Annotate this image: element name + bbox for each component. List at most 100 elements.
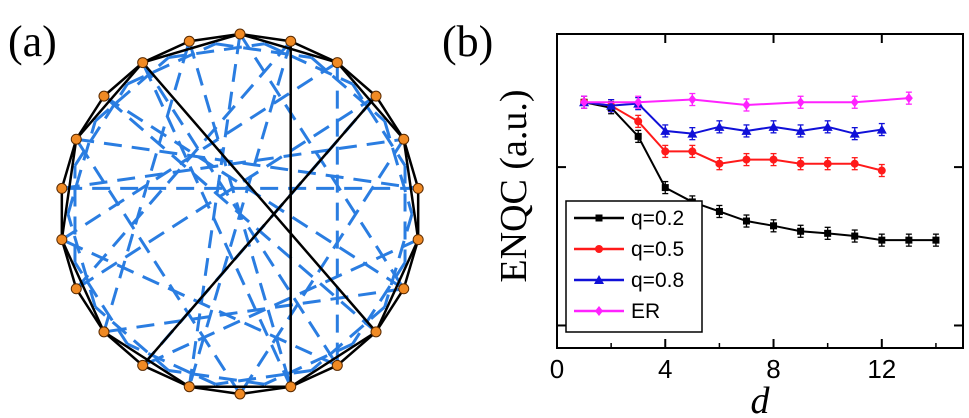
shortcut-edge [310,305,386,372]
network-node [56,182,68,194]
shortcut-edge [351,261,407,345]
x-tick-label: 12 [867,354,896,384]
data-point [905,236,913,244]
ring-edge [290,364,338,388]
ring-edge [189,32,241,43]
network-node [398,133,410,145]
ring-edge [103,330,144,367]
shortcut-edge [383,213,414,308]
data-point [688,94,697,105]
chart-enqc-vs-d: 0 4 8 12 d ENQC (a.u.) q=0.2 q=0.5 q=0.8 ER [493,33,964,418]
network-node [331,359,343,371]
shortcut-edge [73,261,129,345]
ring-edge [60,239,78,290]
network-node [331,57,343,69]
data-point [634,97,643,108]
shortcut-edge [61,238,338,367]
network-node [234,28,246,40]
shortcut-edge [126,42,217,86]
legend-label: q=0.5 [631,238,684,261]
data-point [742,155,751,164]
network-node [412,182,424,194]
y-axis-ticks [557,166,963,327]
data-point [824,229,832,237]
data-point [932,236,940,244]
network-node [398,283,410,295]
network-node [285,381,297,393]
legend-marker [594,275,604,284]
shortcut-edge [66,213,97,308]
legend: q=0.2 q=0.5 q=0.8 ER [565,200,703,333]
data-point [849,128,860,138]
data-point [795,125,806,135]
data-point [876,124,887,134]
shortcut-edge [61,137,404,190]
x-axis-ticks: 0 4 8 12 [550,34,937,384]
shortcut-edge [351,83,407,167]
data-point [850,159,859,168]
shortcut-edge [263,342,354,386]
network-node [137,57,149,69]
ring-edges [60,32,420,396]
plot-frame [556,33,964,349]
legend-label: q=0.8 [631,269,684,292]
ring-edge [290,40,338,64]
network-node [183,35,195,47]
series-q05 [580,95,886,178]
shortcut-edge [238,33,405,290]
data-point [822,121,833,131]
ring-edge [402,139,420,240]
series-line [583,101,883,172]
network-node [370,326,382,338]
shortcut-edge [75,138,242,395]
network-node [370,90,382,102]
shortcut-edge [76,137,419,190]
legend-marker [595,214,603,222]
shortcut-edge [215,368,312,386]
panel-b-label: (b) [442,17,493,66]
data-point [661,147,670,156]
ring-edge [60,138,78,189]
data-point [877,166,886,175]
shortcut-edge [73,83,129,167]
network-node [70,283,82,295]
legend-label: ER [631,300,660,323]
ring-edge [374,288,405,333]
data-point [797,227,805,235]
series-line [583,101,936,242]
network-node [137,359,149,371]
data-point [768,121,779,131]
network-node [183,381,195,393]
ring-edge [374,95,405,140]
legend-marker [595,306,603,316]
data-point [851,232,859,240]
x-tick-label: 8 [766,354,780,384]
x-tick-label: 0 [550,354,564,384]
x-axis-label: d [751,380,771,418]
ring-edge [374,239,420,333]
chord-edge [141,61,377,333]
series-group [579,91,940,247]
shortcut-edge [238,138,405,395]
shortcut-edge [126,342,217,386]
shortcut-edge [66,120,97,215]
data-point [741,125,752,135]
network-node [56,234,68,246]
ring-edge [290,330,377,388]
data-point [796,159,805,168]
shortcut-edge [215,42,312,60]
series-line [583,101,882,135]
chord-edge [141,95,377,367]
network-node [98,326,110,338]
data-point [688,147,697,156]
data-point [796,97,805,108]
shortcut-edge [168,368,265,386]
network-graph [56,28,424,400]
data-point [687,128,698,138]
network-nodes [56,28,424,400]
data-point [606,100,617,110]
shortcut-edge [383,120,414,215]
shortcut-edge [168,42,265,60]
data-point [634,132,642,140]
